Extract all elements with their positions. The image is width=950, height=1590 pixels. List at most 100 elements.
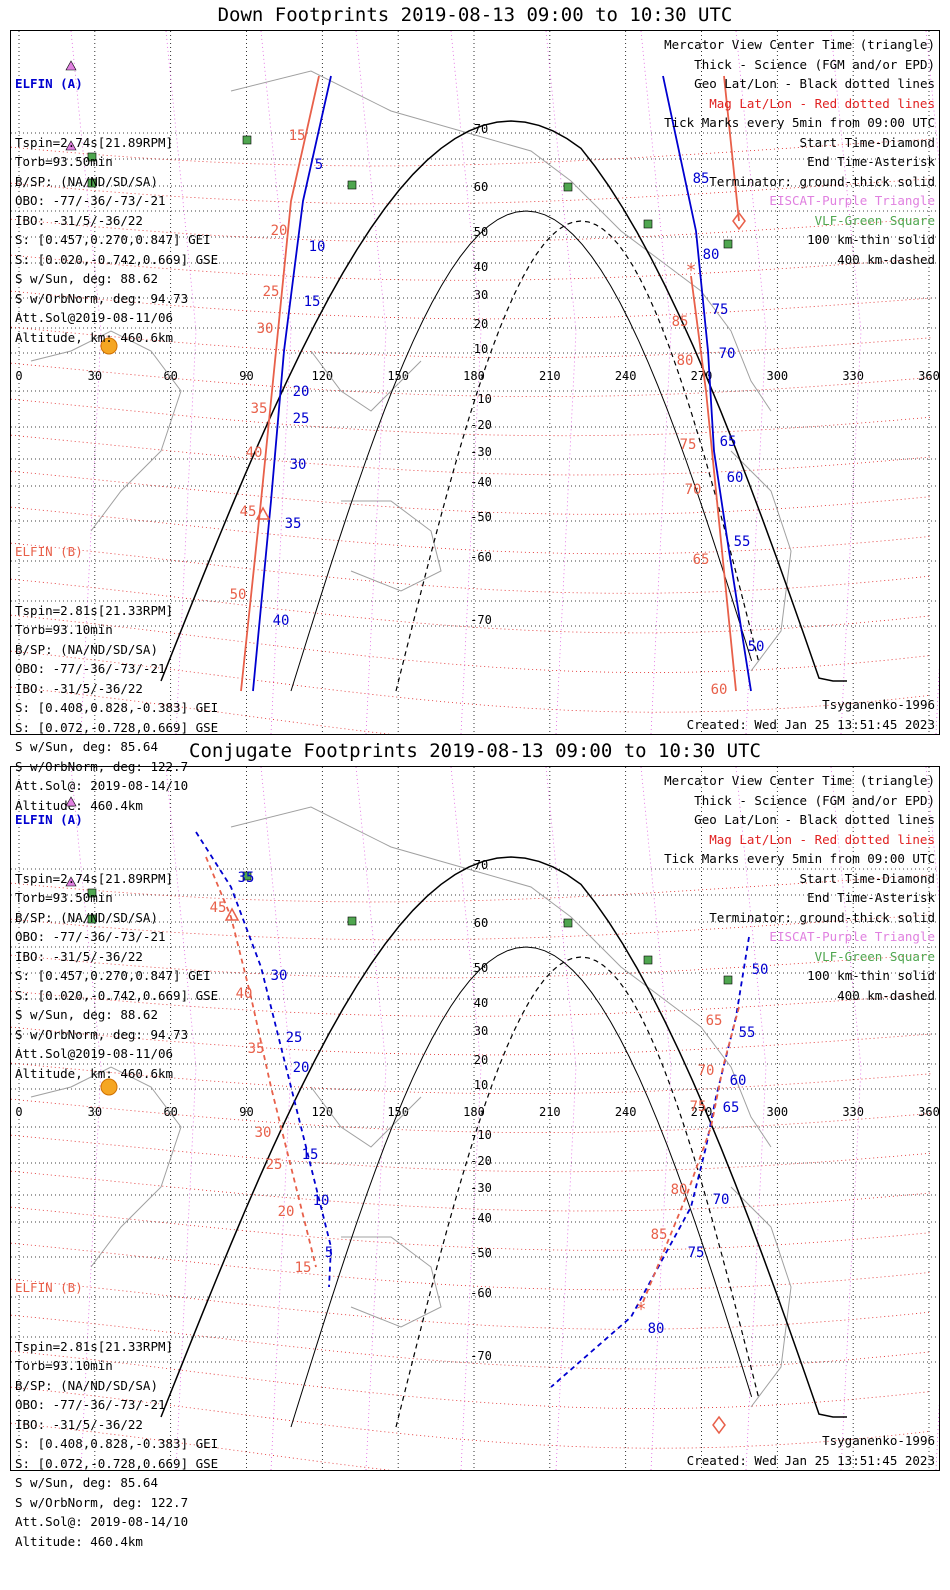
elfin-b-info-line: Att.Sol@: 2019-08-14/10 bbox=[15, 1514, 189, 1529]
vlf-station-icon bbox=[347, 916, 357, 926]
elfin-a-tick-label: 15 bbox=[302, 1147, 319, 1163]
elfin-b-tick-label: 40 bbox=[246, 445, 263, 461]
elfin-b-tick-label: 45 bbox=[210, 900, 227, 916]
mag-parallel bbox=[11, 1170, 932, 1212]
elfin-a-tick-label: 55 bbox=[734, 534, 751, 550]
elfin-a-info-line: S: [0.457,0.270,0.847] GEI bbox=[15, 968, 211, 983]
elfin-b-tick-label: 45 bbox=[240, 504, 257, 520]
mag-parallel bbox=[11, 506, 932, 555]
mag-parallel bbox=[11, 470, 932, 515]
mag-meridian bbox=[925, 767, 939, 1470]
elfin-b-track bbox=[640, 1006, 740, 1308]
elfin-a-tick-label: 30 bbox=[290, 457, 307, 473]
elfin-b-lines: Tspin=2.81s[21.33RPM] Torb=93.10min B/SP: … bbox=[15, 1337, 218, 1552]
lon-tick-label: 30 bbox=[88, 369, 102, 383]
lon-tick-label: 120 bbox=[311, 369, 333, 383]
elfin-b-info-line: Tspin=2.81s[21.33RPM] bbox=[15, 602, 174, 618]
elfin-a-tick-label: 70 bbox=[713, 1192, 730, 1208]
lon-tick-label: 0 bbox=[15, 1105, 22, 1119]
elfin-a-info-line: S w/OrbNorm, deg: 94.73 bbox=[15, 290, 189, 306]
lon-tick-label: 30 bbox=[88, 1105, 102, 1119]
legend-item: Mercator View Center Time (triangle) bbox=[664, 37, 935, 52]
elfin-b-tick-label: 75 bbox=[690, 1099, 707, 1115]
elfin-a-info-line: Altitude, km: 460.6km bbox=[15, 329, 174, 345]
coastline bbox=[30, 330, 182, 532]
lon-tick-label: 240 bbox=[615, 1105, 637, 1119]
elfin-a-tick-label: 10 bbox=[309, 239, 326, 255]
legend-item: 100 km-thin solid bbox=[807, 232, 935, 247]
legend-item: Tick Marks every 5min from 09:00 UTC bbox=[664, 851, 935, 866]
legend-item: Geo Lat/Lon - Black dotted lines bbox=[694, 76, 935, 91]
center-triangle-icon bbox=[255, 506, 271, 520]
elfin-b-info-line: S: [0.408,0.828,-0.383] GEI bbox=[15, 1436, 219, 1451]
elfin-a-info-line: Torb=93.50min bbox=[15, 154, 113, 169]
elfin-b-info-line: S w/Sun, deg: 85.64 bbox=[15, 739, 158, 754]
elfin-b-tick-label: 25 bbox=[266, 1157, 283, 1173]
legend-item: 400 km-dashed bbox=[837, 251, 935, 267]
lat-tick-label: -40 bbox=[470, 475, 492, 489]
mag-meridian bbox=[355, 31, 387, 734]
elfin-a-info-line: IBO: -31/5/-36/22 bbox=[15, 948, 143, 964]
elfin-a-header: ELFIN (A) bbox=[15, 812, 83, 827]
vlf-station-icon bbox=[723, 975, 733, 985]
elfin-b-tick-label: 85 bbox=[672, 314, 689, 330]
elfin-a-info-line: S w/Sun, deg: 88.62 bbox=[15, 1007, 158, 1022]
coastline bbox=[230, 806, 772, 1148]
lat-tick-label: 40 bbox=[474, 996, 488, 1010]
eiscat-station-icon bbox=[65, 876, 77, 887]
elfin-b-tick-label: 80 bbox=[677, 353, 694, 369]
elfin-a-tick-label: 60 bbox=[730, 1073, 747, 1089]
sun-icon bbox=[100, 1078, 118, 1096]
lat-tick-label: -20 bbox=[470, 1154, 492, 1168]
down-footprints-panel: 0 30 60 90 120 150 180 210 240 270 300 330 360 70 60 50… bbox=[10, 30, 940, 813]
elfin-a-info-line: IBO: -31/5/-36/22 bbox=[15, 212, 143, 228]
vlf-station-icon bbox=[87, 914, 97, 924]
model-label: Tsyganenko-1996 bbox=[822, 697, 935, 712]
mag-meridian bbox=[640, 767, 672, 1470]
elfin-b-info-line: Torb=93.10min bbox=[15, 622, 113, 637]
mag-parallel bbox=[11, 362, 932, 398]
elfin-b-info-line: Tspin=2.81s[21.33RPM] bbox=[15, 1338, 174, 1354]
legend-item: End Time-Asterisk bbox=[807, 154, 935, 169]
start-diamond-icon bbox=[732, 211, 746, 231]
lat-tick-label: -30 bbox=[470, 445, 492, 459]
elfin-a-info-line: B/SP: (NA/ND/SD/SA) bbox=[15, 173, 158, 189]
mag-meridian bbox=[640, 31, 672, 734]
elfin-a-tick-label: 5 bbox=[315, 157, 323, 173]
lat-tick-label: -30 bbox=[470, 1181, 492, 1195]
elfin-b-tick-label: 60 bbox=[711, 682, 728, 698]
mag-parallel bbox=[11, 434, 932, 476]
mag-meridian bbox=[70, 31, 102, 734]
elfin-b-tick-label: 80 bbox=[671, 1182, 688, 1198]
mag-parallel bbox=[11, 1134, 932, 1173]
elfin-a-info-line: S w/Sun, deg: 88.62 bbox=[15, 271, 158, 286]
legend-item: Terminator: ground-thick solid bbox=[709, 173, 935, 189]
legend-item: Thick - Science (FGM and/or EPD) bbox=[694, 792, 935, 808]
lat-tick-label: -70 bbox=[470, 613, 492, 627]
panel-title-conjugate: Conjugate Footprints 2019-08-13 09:00 to… bbox=[189, 740, 761, 762]
elfin-a-info-line: B/SP: (NA/ND/SD/SA) bbox=[15, 909, 158, 925]
elfin-b-info-line: Altitude: 460.4km bbox=[15, 1533, 143, 1549]
mag-meridian bbox=[545, 31, 577, 734]
elfin-b-info-line: S: [0.072,-0.728,0.669] GSE bbox=[15, 1455, 219, 1471]
coastline bbox=[341, 1236, 442, 1328]
mag-meridian bbox=[260, 31, 292, 734]
elfin-a-tick-label: 60 bbox=[727, 470, 744, 486]
elfin-b-tick-label: 25 bbox=[263, 284, 280, 300]
lon-tick-label: 210 bbox=[539, 369, 561, 383]
elfin-b-track bbox=[690, 275, 737, 692]
elfin-a-info-line: Att.Sol@2019-08-11/06 bbox=[15, 1046, 174, 1061]
lat-tick-label: -40 bbox=[470, 1211, 492, 1225]
lon-tick-label: 330 bbox=[842, 369, 864, 383]
legend: Mercator View Center Time (triangle) Thic… bbox=[664, 35, 935, 269]
mag-meridian bbox=[735, 767, 767, 1470]
elfin-b-info-line: S: [0.072,-0.728,0.669] GSE bbox=[15, 719, 219, 735]
elfin-b-info-line: OBO: -77/-36/-73/-21 bbox=[15, 1397, 166, 1412]
end-asterisk-icon: * bbox=[686, 260, 697, 281]
legend-item: Mercator View Center Time (triangle) bbox=[664, 773, 935, 788]
elfin-a-info-line: Tspin=2.74s[21.89RPM] bbox=[15, 134, 174, 150]
lat-tick-label: -50 bbox=[470, 510, 492, 524]
elfin-a-tick-label: 80 bbox=[648, 1321, 665, 1337]
elfin-a-tick-label: 75 bbox=[712, 302, 729, 318]
eiscat-station-icon bbox=[65, 140, 77, 151]
